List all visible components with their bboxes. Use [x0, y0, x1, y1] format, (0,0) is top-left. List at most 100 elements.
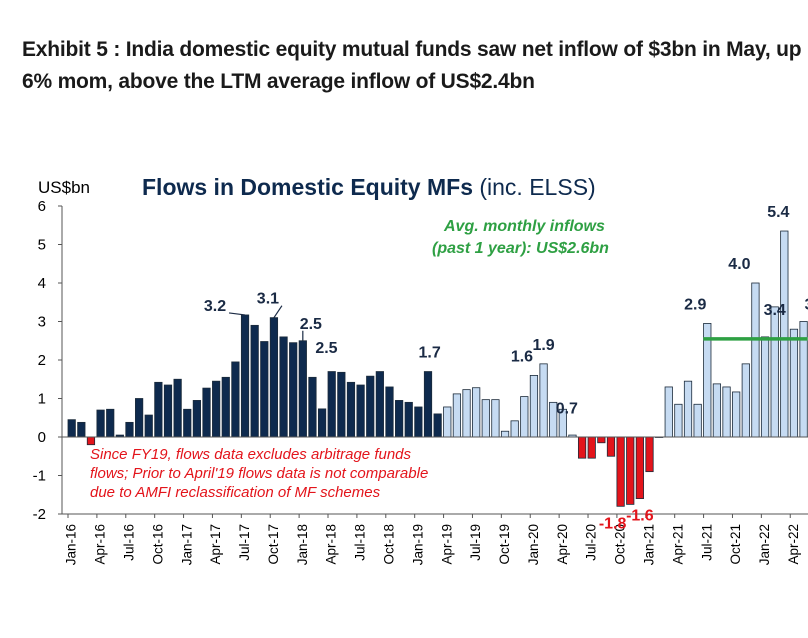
chart-text-group: US$bn Flows in Domestic Equity MFs (inc. … [38, 174, 609, 501]
bar [125, 421, 134, 438]
data-label: 5.4 [767, 204, 789, 221]
bar [86, 436, 96, 446]
bar [722, 386, 731, 438]
bar [298, 340, 307, 438]
note-annotation-line: Since FY19, flows data excludes arbitrag… [90, 446, 412, 463]
data-label: 3.2 [204, 298, 226, 315]
x-tick-label: Oct-21 [728, 524, 743, 565]
bar [67, 419, 76, 438]
x-tick-label: Jan-21 [642, 524, 657, 565]
bar [443, 406, 452, 438]
bar [693, 403, 702, 438]
x-tick-label: Jul-20 [584, 524, 599, 561]
bar [77, 421, 86, 438]
data-label: 3.1 [257, 291, 279, 308]
y-tick-label: -2 [33, 506, 46, 523]
chart-title-main: Flows in Domestic Equity MFs [142, 174, 473, 200]
bar [664, 386, 673, 438]
avg-annotation-line: Avg. monthly inflows [443, 218, 605, 235]
data-label: -1.6 [626, 508, 654, 525]
x-tick-label: Apr-19 [439, 524, 454, 565]
bar [231, 361, 240, 438]
data-label-leader [228, 312, 246, 316]
x-tick-label: Jan-17 [179, 524, 194, 565]
bar [356, 384, 365, 438]
bar [202, 387, 211, 438]
bar [385, 386, 394, 438]
bar [520, 396, 529, 438]
bar [529, 374, 539, 438]
bar [414, 406, 423, 438]
x-tick-label: Jan-16 [64, 524, 79, 565]
bar [732, 391, 741, 438]
bar [539, 363, 548, 438]
bar [462, 389, 471, 438]
note-annotation-line: flows; Prior to April'19 flows data is n… [90, 465, 428, 482]
data-label: 0.7 [556, 400, 578, 417]
avg-annotation-line: (past 1 year): US$2.6bn [432, 240, 609, 257]
bar [144, 414, 153, 438]
bar [317, 408, 327, 438]
chart-title: Flows in Domestic Equity MFs (inc. ELSS) [142, 174, 596, 200]
bar [163, 384, 173, 438]
bar [597, 436, 606, 444]
data-label: 4.0 [728, 256, 750, 273]
exhibit-title: Exhibit 5 : India domestic equity mutual… [22, 38, 802, 93]
bar [240, 314, 250, 438]
bar [751, 282, 760, 438]
x-tick-label: Oct-17 [266, 524, 281, 565]
bar [780, 230, 789, 438]
data-label-leader [273, 305, 283, 318]
bar [269, 317, 279, 438]
bar [789, 328, 799, 438]
y-tick-label: 5 [38, 237, 46, 254]
data-label: 3.4 [764, 302, 786, 319]
bar [510, 420, 519, 438]
y-tick-label: 1 [38, 391, 46, 408]
bar [500, 430, 510, 438]
bar [770, 306, 779, 438]
data-label: 3.0 [804, 297, 808, 314]
y-tick-label: 6 [38, 198, 46, 215]
x-tick-label: Jul-18 [353, 524, 368, 561]
bar [96, 409, 105, 438]
x-tick-label: Apr-21 [670, 524, 685, 565]
data-label: 1.6 [511, 348, 533, 365]
chart-title-suffix: (inc. ELSS) [473, 174, 596, 200]
x-tick-label: Oct-16 [150, 524, 165, 565]
bar [645, 436, 654, 473]
bar [577, 436, 587, 459]
data-label: 2.5 [315, 340, 337, 357]
bar [154, 381, 163, 438]
bar [683, 380, 693, 438]
x-tick-label: Jan-18 [295, 524, 310, 565]
data-label: 2.9 [684, 296, 706, 313]
bar [491, 399, 500, 438]
x-tick-label: Apr-17 [208, 524, 223, 565]
bar [712, 383, 722, 438]
y-tick-label: -1 [33, 468, 46, 485]
bar [626, 436, 635, 505]
y-tick-label: 3 [38, 314, 46, 331]
x-tick-label: Apr-18 [324, 524, 339, 565]
bar [375, 371, 384, 438]
bar [395, 400, 404, 438]
x-tick-label: Jan-19 [410, 524, 425, 565]
bar [452, 393, 462, 438]
data-label: 1.9 [532, 337, 554, 354]
bar [327, 371, 336, 438]
bar [221, 376, 230, 438]
x-tick-label: Apr-16 [93, 524, 108, 565]
bar [346, 381, 356, 438]
bar [472, 387, 481, 438]
data-labels-group: 3.2 3.1 2.5 2.5 1.7 1.61.9 0.7 -1.8 -1.6 2.9 4.0 3.… [204, 204, 808, 532]
x-tick-label: Jul-19 [468, 524, 483, 561]
bar [183, 408, 192, 438]
bar [289, 342, 298, 438]
x-tick-label: Jan-20 [526, 524, 541, 565]
axes-group: -2 -1 0 1 2 3 4 5 6 Jan-16 Apr-16 Jul-16 Oct-16 Jan-1… [33, 198, 808, 565]
note-annotation-line: due to AMFI reclassification of MF schem… [90, 484, 381, 501]
bar [212, 380, 221, 438]
bar [481, 399, 490, 438]
